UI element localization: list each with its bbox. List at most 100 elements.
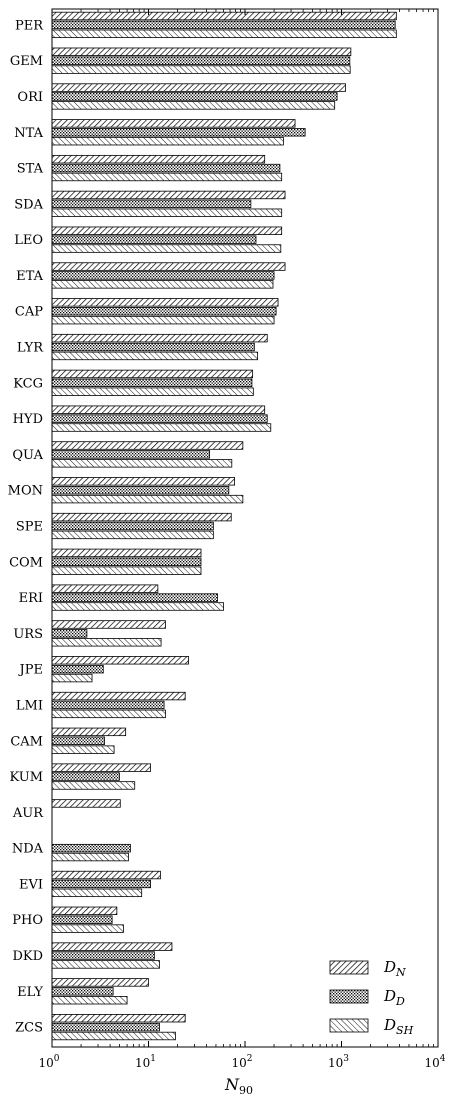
category-label-com: COM <box>9 555 43 570</box>
bar-ely-sh <box>51 996 128 1005</box>
legend-label-n: DN <box>383 958 406 979</box>
legend-swatch-sh <box>329 1018 369 1033</box>
legend-swatch-d <box>329 989 369 1004</box>
legend-label-subscript: N <box>395 966 406 979</box>
x-tick-exponent: 2 <box>247 1054 253 1064</box>
bar-hyd-d <box>51 414 268 423</box>
bar-urs-n <box>51 620 166 629</box>
bar-eri-n <box>51 584 159 593</box>
bar-per-d <box>51 20 396 30</box>
category-label-zcs: ZCS <box>15 1021 43 1036</box>
category-label-spe: SPE <box>16 520 43 535</box>
bar-com-n <box>51 548 202 558</box>
bar-ori-d <box>51 92 338 101</box>
bar-dkd-n <box>51 942 173 951</box>
bar-sda-d <box>51 199 252 209</box>
category-label-kcg: KCG <box>13 376 43 391</box>
bar-lyr-n <box>51 333 268 343</box>
plot-area <box>51 11 397 1041</box>
bar-ori-sh <box>51 101 336 110</box>
bar-jpe-n <box>51 656 189 665</box>
bar-spe-sh <box>51 530 214 540</box>
x-axis-label-subscript: 90 <box>239 1084 253 1097</box>
x-tick-label: 102 <box>231 1054 252 1070</box>
y-axis: PER GEM ORI NTA STA SDA LEO ETA CAP LYR KCG HYD QUA M… <box>8 18 45 1035</box>
category-label-ely: ELY <box>17 985 43 1000</box>
x-tick-exponent: 4 <box>440 1054 446 1064</box>
bar-nta-d <box>51 128 306 137</box>
x-tick-label: 104 <box>424 1054 445 1070</box>
bar-sta-d <box>51 163 281 173</box>
category-label-kum: KUM <box>9 770 43 785</box>
bar-hyd-sh <box>51 423 272 432</box>
category-label-cam: CAM <box>10 734 43 749</box>
bar-evi-n <box>51 870 161 880</box>
bar-com-d <box>51 557 202 566</box>
bar-ori-n <box>51 83 346 92</box>
bar-eta-n <box>51 262 286 271</box>
bar-gem-n <box>51 47 352 56</box>
bar-urs-d <box>51 629 88 638</box>
category-label-evi: EVI <box>19 877 43 892</box>
bar-sta-n <box>51 154 266 164</box>
bar-cap-sh <box>51 315 275 325</box>
bar-qua-n <box>51 441 244 450</box>
legend-label-sh: DSH <box>383 1016 414 1037</box>
bar-cam-n <box>51 727 127 737</box>
category-label-aur: AUR <box>12 806 44 821</box>
category-label-ori: ORI <box>17 90 43 105</box>
bar-kcg-n <box>51 369 254 379</box>
bar-nta-sh <box>51 136 284 146</box>
bar-nda-d <box>51 843 131 853</box>
bar-sta-sh <box>51 172 283 182</box>
bar-kum-sh <box>51 781 136 790</box>
bar-kum-n <box>51 763 151 772</box>
category-label-nda: NDA <box>12 842 44 857</box>
bar-kcg-d <box>51 378 253 388</box>
bar-pho-d <box>51 915 113 924</box>
bar-kum-d <box>51 772 120 781</box>
bar-pho-n <box>51 906 118 916</box>
bar-eta-sh <box>51 280 274 289</box>
bar-eri-sh <box>51 602 224 611</box>
category-label-qua: QUA <box>12 448 43 463</box>
category-label-per: PER <box>15 18 44 33</box>
bar-evi-sh <box>51 888 143 898</box>
legend-swatch-n <box>329 960 369 975</box>
category-label-lmi: LMI <box>16 698 43 713</box>
x-tick-exponent: 3 <box>343 1054 349 1064</box>
bar-cap-d <box>51 307 277 316</box>
bar-gem-sh <box>51 65 351 74</box>
bar-nda-sh <box>51 852 129 862</box>
bar-per-sh <box>51 29 397 38</box>
bar-com-sh <box>51 566 202 575</box>
bar-leo-sh <box>51 244 282 253</box>
bar-pho-sh <box>51 924 124 933</box>
bar-per-n <box>51 11 397 21</box>
bar-evi-d <box>51 879 151 889</box>
category-label-eri: ERI <box>19 591 43 606</box>
category-label-pho: PHO <box>12 913 43 928</box>
legend-label-subscript: D <box>395 995 405 1008</box>
bar-sda-n <box>51 190 286 200</box>
bar-spe-d <box>51 521 214 531</box>
bar-cam-sh <box>51 745 115 754</box>
bar-lmi-n <box>51 691 186 701</box>
bar-urs-sh <box>51 638 162 647</box>
bar-sda-sh <box>51 208 283 217</box>
bar-zcs-sh <box>51 1031 176 1041</box>
bar-mon-sh <box>51 494 244 504</box>
x-tick-exponent: 1 <box>150 1054 156 1064</box>
legend-label-subscript: SH <box>396 1024 414 1037</box>
bar-gem-d <box>51 56 351 65</box>
category-label-dkd: DKD <box>12 949 43 964</box>
bar-lyr-d <box>51 342 255 352</box>
bar-mon-n <box>51 477 235 486</box>
bar-cam-d <box>51 736 105 745</box>
category-label-nta: NTA <box>14 126 43 141</box>
x-axis-label: N90 <box>224 1075 253 1097</box>
bar-dkd-d <box>51 951 155 960</box>
bar-jpe-sh <box>51 673 93 683</box>
category-label-hyd: HYD <box>13 412 43 427</box>
